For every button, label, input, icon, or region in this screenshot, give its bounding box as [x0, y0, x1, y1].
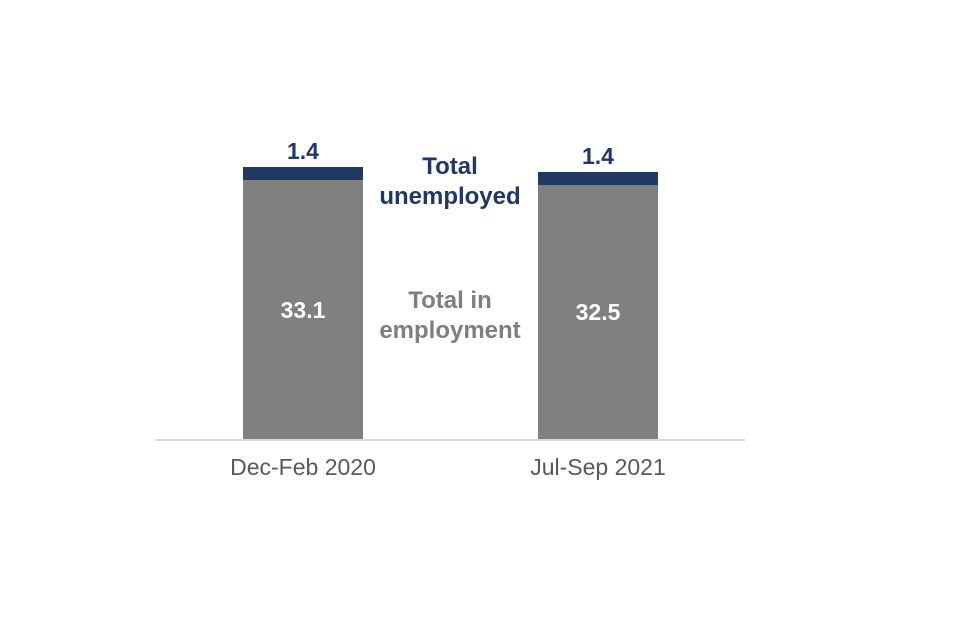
- category-label-dec-feb-2020: Dec-Feb 2020: [230, 454, 376, 480]
- x-axis-line: [155, 439, 745, 441]
- employment-value-label: 33.1: [280, 296, 326, 323]
- unemployed-bar-segment: [538, 172, 658, 185]
- employment-bar-segment: 32.5: [538, 185, 658, 440]
- employment-value-label: 32.5: [575, 299, 621, 325]
- series-label-total-unemployed: Total unemployed: [379, 153, 521, 210]
- category-label-jul-sep-2021: Jul-Sep 2021: [530, 454, 666, 480]
- unemployed-value-label: 1.4: [582, 142, 614, 169]
- series-label-total-in-employment: Total in employment: [379, 287, 521, 344]
- unemployed-value-label: 1.4: [287, 137, 319, 164]
- unemployed-bar-segment: [243, 167, 363, 180]
- bar-group-jul-sep-2021: 1.4 32.5: [538, 142, 658, 440]
- bar-group-dec-feb-2020: 1.4 33.1: [243, 137, 363, 440]
- employment-bar-segment: 33.1: [243, 180, 363, 440]
